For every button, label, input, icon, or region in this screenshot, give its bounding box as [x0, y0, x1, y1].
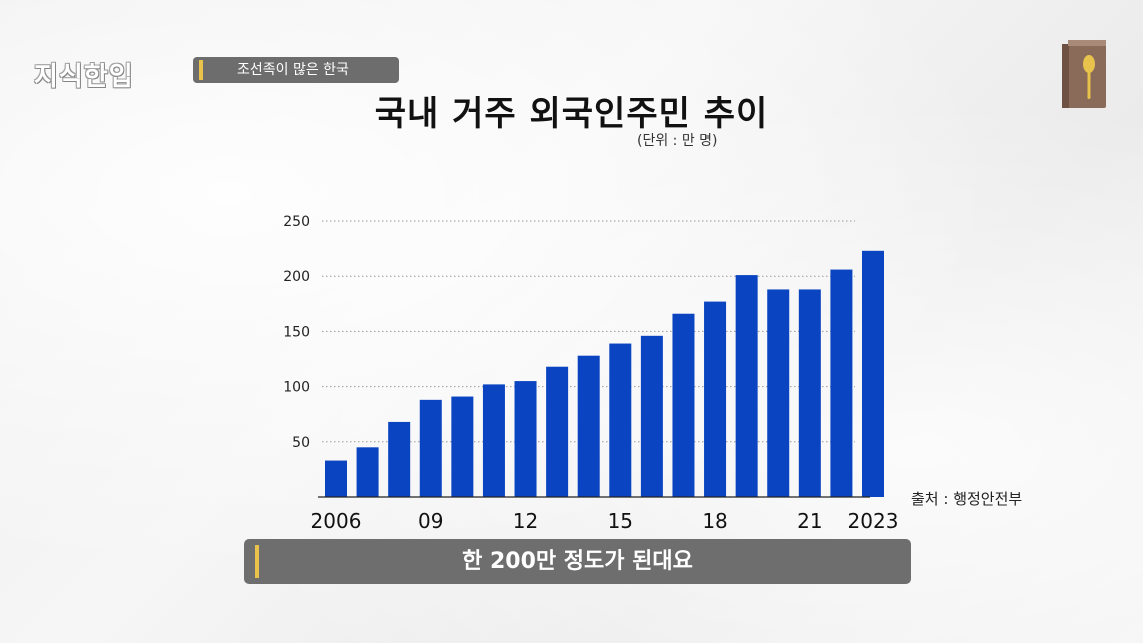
bar-2012 [514, 381, 537, 497]
y-tick-label: 50 [292, 435, 310, 451]
bar-2023 [862, 250, 884, 497]
channel-logo: 지식한입 [34, 62, 134, 92]
bar-2020 [767, 289, 790, 497]
bar-2019 [735, 275, 758, 497]
topic-label: 조선족이 많은 한국 [193, 57, 399, 83]
bar-2018 [704, 301, 727, 497]
caption-text: 한 200만 정도가 된대요 [462, 549, 693, 574]
bar-2011 [482, 384, 505, 497]
y-tick-label: 100 [283, 380, 310, 396]
bar-2014 [577, 355, 600, 497]
bar-2010 [451, 396, 474, 497]
caption-box: 한 200만 정도가 된대요 [244, 539, 911, 584]
source-note: 출처 : 행정안전부 [911, 490, 1023, 508]
bar-2013 [546, 366, 569, 497]
bar-2006 [325, 460, 347, 497]
y-tick-label: 200 [283, 269, 310, 285]
y-tick-label: 150 [283, 324, 310, 340]
topic-label-text: 조선족이 많은 한국 [237, 62, 349, 78]
x-tick-label: 21 [797, 509, 822, 533]
x-tick-label: 18 [702, 509, 727, 533]
bar-2016 [640, 335, 663, 497]
accent-bar [199, 60, 203, 80]
x-tick-label: 2023 [848, 509, 899, 533]
x-tick-label: 15 [608, 509, 633, 533]
bar-2022 [830, 269, 853, 497]
bar-2007 [356, 447, 379, 497]
book-spoon-icon [1062, 40, 1106, 108]
x-tick-label: 09 [418, 509, 443, 533]
x-tick-label: 12 [513, 509, 538, 533]
bar-2017 [672, 313, 695, 497]
bar-2008 [388, 421, 411, 497]
accent-bar [255, 545, 259, 578]
y-tick-label: 250 [283, 214, 310, 230]
x-tick-label: 2006 [311, 509, 362, 533]
bar-2021 [798, 289, 821, 497]
bar-2009 [419, 399, 442, 497]
chart-unit: (단위 : 만 명) [637, 133, 718, 149]
bar-2015 [609, 343, 632, 497]
chart-title: 국내 거주 외국인주민 추이 [374, 94, 769, 134]
